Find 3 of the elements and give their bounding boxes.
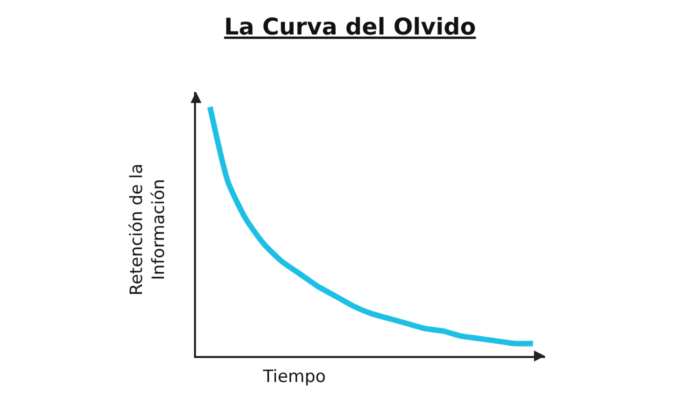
y-axis-title: Retención de la Información [126, 164, 170, 296]
x-axis-title: Tiempo [262, 367, 326, 387]
chart-title: La Curva del Olvido [224, 14, 476, 41]
